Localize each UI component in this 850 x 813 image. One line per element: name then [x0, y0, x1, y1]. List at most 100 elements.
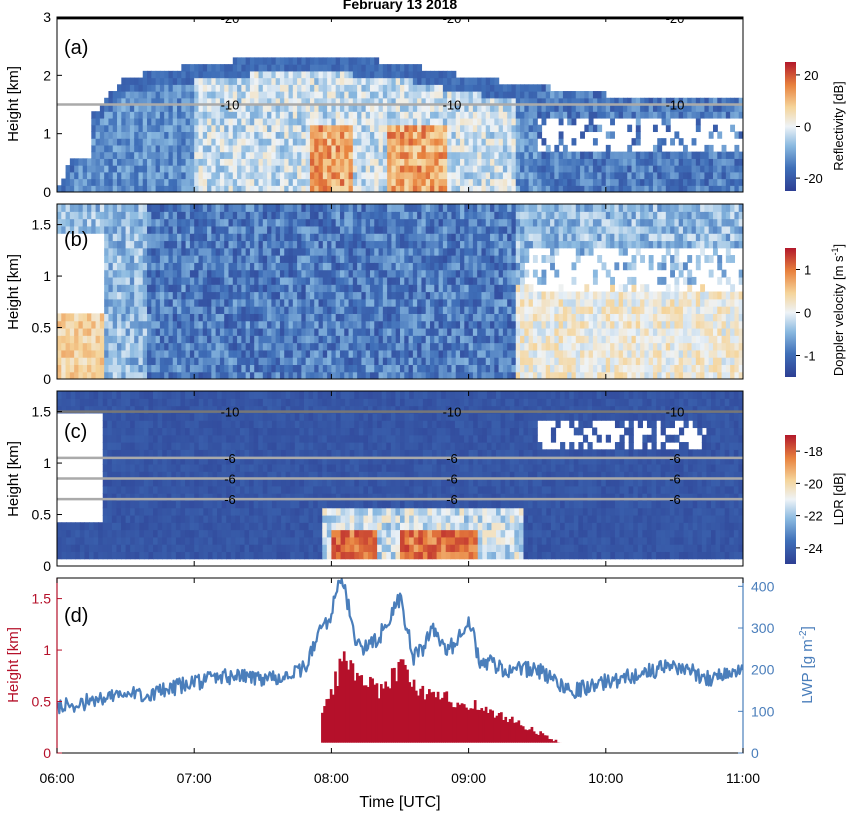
heatmap-cell	[344, 342, 350, 351]
heatmap-cell	[442, 357, 448, 366]
heatmap-cell	[159, 269, 165, 278]
heatmap-cell	[339, 284, 345, 293]
heatmap-cell	[271, 240, 277, 249]
heatmap-cell	[177, 77, 182, 85]
heatmap-cell	[297, 104, 302, 112]
heatmap-cell	[369, 306, 375, 314]
heatmap-cell	[434, 298, 440, 307]
heatmap-cell	[648, 165, 654, 173]
heatmap-cell	[485, 111, 491, 119]
heatmap-cell	[65, 204, 71, 212]
heatmap-cell	[271, 144, 277, 153]
heatmap-cell	[515, 158, 521, 166]
heatmap-cell	[507, 357, 513, 366]
panel-a-ylabel: Height [km]	[5, 66, 22, 142]
heatmap-cell	[194, 158, 200, 166]
heatmap-cell	[211, 371, 217, 379]
heatmap-cell	[344, 124, 350, 133]
heatmap-cell	[288, 320, 294, 329]
heatmap-cell	[434, 204, 440, 212]
heatmap-cell	[361, 225, 367, 234]
heatmap-cell	[571, 185, 577, 192]
heatmap-cell	[309, 218, 315, 227]
heatmap-cell	[95, 335, 101, 344]
heatmap-cell	[485, 306, 491, 314]
heatmap-cell	[279, 320, 285, 329]
heatmap-cell	[267, 364, 272, 373]
heatmap-cell	[331, 84, 337, 92]
heatmap-cell	[108, 165, 114, 173]
heatmap-cell	[207, 247, 212, 256]
heatmap-cell	[455, 124, 461, 133]
heatmap-cell	[297, 327, 302, 336]
heatmap-cell	[417, 371, 423, 379]
heatmap-cell	[125, 204, 131, 212]
heatmap-cell	[382, 84, 388, 92]
heatmap-cell	[138, 291, 144, 300]
heatmap-cell	[430, 124, 435, 133]
heatmap-cell	[335, 255, 341, 263]
heatmap-cell	[331, 111, 337, 119]
heatmap-cell	[348, 255, 354, 263]
heatmap-cell	[142, 320, 148, 329]
heatmap-cell	[211, 211, 217, 220]
heatmap-cell	[571, 165, 577, 173]
heatmap-cell	[309, 144, 315, 153]
heatmap-cell	[232, 151, 238, 159]
heatmap-cell	[464, 218, 470, 227]
heatmap-cell	[207, 131, 212, 139]
heatmap-cell	[219, 144, 225, 153]
heatmap-cell	[309, 151, 315, 159]
heatmap-cell	[168, 313, 174, 322]
heatmap-cell	[305, 306, 311, 314]
heatmap-cell	[425, 204, 431, 212]
heatmap-cell	[258, 291, 264, 300]
heatmap-cell	[657, 144, 663, 153]
heatmap-cell	[378, 218, 384, 227]
heatmap-cell	[472, 144, 478, 153]
heatmap-cell	[511, 313, 517, 322]
heatmap-cell	[241, 91, 247, 99]
heatmap-cell	[69, 211, 75, 220]
heatmap-cell	[348, 313, 354, 322]
heatmap-cell	[121, 313, 127, 322]
heatmap-cell	[262, 158, 268, 166]
heatmap-cell	[610, 178, 615, 186]
heatmap-cell	[425, 218, 431, 227]
heatmap-cell	[361, 144, 367, 153]
heatmap-cell	[524, 255, 530, 263]
heatmap-cell	[378, 364, 384, 373]
heatmap-cell	[245, 269, 251, 278]
heatmap-cell	[249, 77, 255, 85]
heatmap-cell	[490, 335, 495, 344]
heatmap-cell	[490, 269, 495, 278]
heatmap-cell	[129, 342, 135, 351]
heatmap-cell	[387, 276, 393, 285]
heatmap-cell	[357, 131, 363, 139]
panel-a-contours: -20 -20 -20-10 -10 -10	[57, 17, 743, 113]
heatmap-cell	[224, 313, 230, 322]
heatmap-cell	[288, 138, 294, 146]
heatmap-cell	[335, 211, 341, 220]
heatmap-cell	[640, 111, 645, 119]
heatmap-cell	[438, 178, 444, 186]
heatmap-cell	[211, 64, 217, 72]
heatmap-cell	[502, 178, 508, 186]
heatmap-cell	[361, 233, 367, 242]
heatmap-cell	[344, 225, 350, 234]
heatmap-cell	[400, 255, 405, 263]
heatmap-cell	[378, 342, 384, 351]
heatmap-cell	[275, 57, 281, 65]
heatmap-cell	[472, 284, 478, 293]
heatmap-cell	[712, 124, 718, 133]
heatmap-cell	[485, 269, 491, 278]
heatmap-cell	[635, 104, 641, 112]
heatmap-cell	[357, 211, 363, 220]
heatmap-cell	[421, 240, 427, 249]
heatmap-cell	[181, 276, 187, 285]
heatmap-cell	[267, 171, 272, 180]
heatmap-cell	[87, 371, 92, 379]
heatmap-cell	[378, 371, 384, 379]
heatmap-cell	[477, 124, 483, 133]
heatmap-cell	[228, 320, 234, 329]
